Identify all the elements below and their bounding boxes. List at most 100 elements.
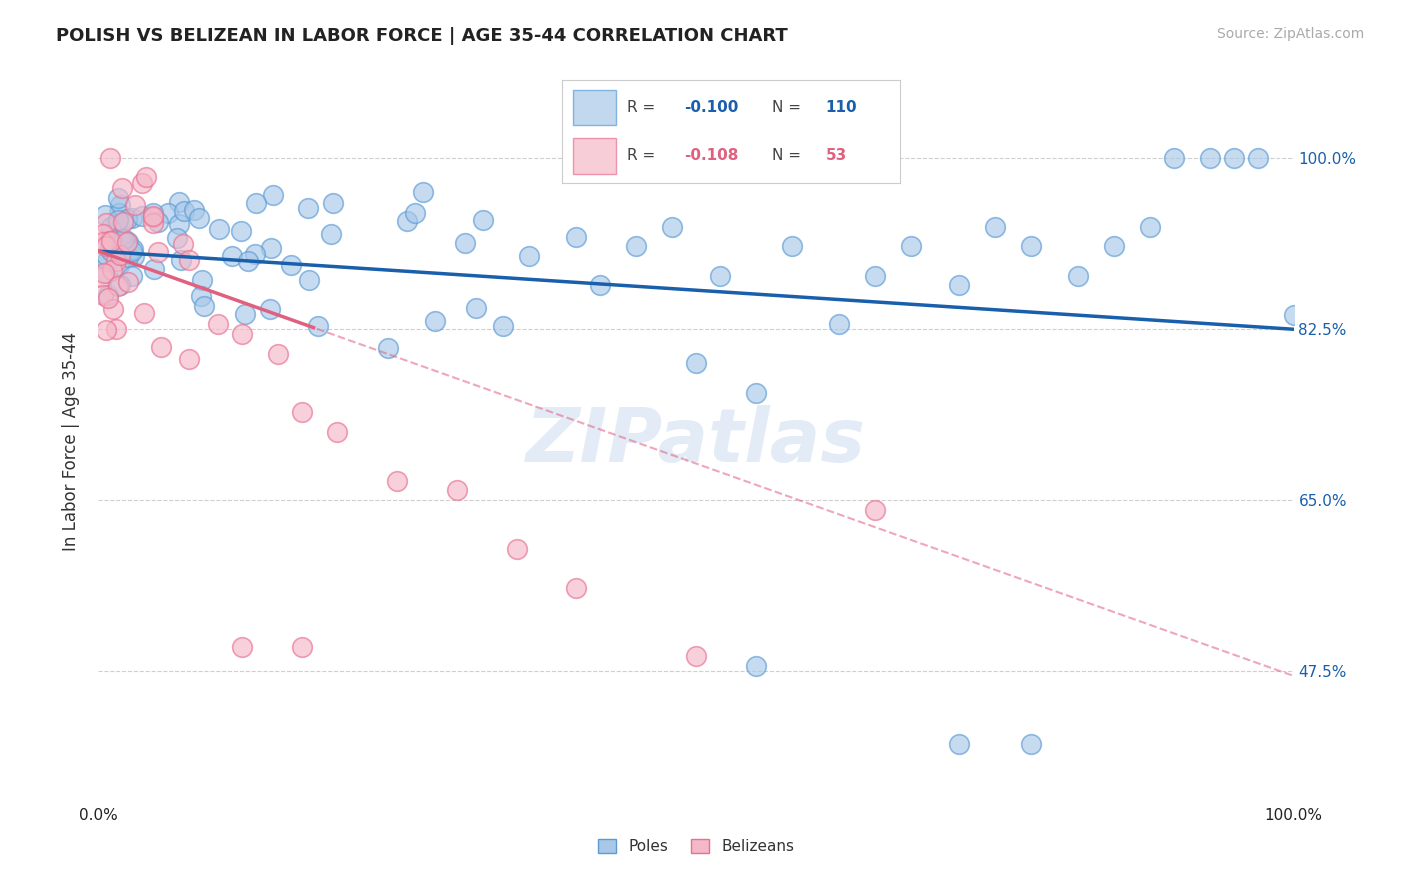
Point bbox=[104, 322, 127, 336]
Point bbox=[492, 318, 515, 333]
Point bbox=[117, 250, 139, 264]
Point bbox=[121, 268, 143, 283]
Text: 110: 110 bbox=[825, 100, 858, 115]
Point bbox=[396, 214, 419, 228]
Point bbox=[110, 198, 132, 212]
Text: POLISH VS BELIZEAN IN LABOR FORCE | AGE 35-44 CORRELATION CHART: POLISH VS BELIZEAN IN LABOR FORCE | AGE … bbox=[56, 27, 787, 45]
Text: ZIPatlas: ZIPatlas bbox=[526, 405, 866, 478]
Point bbox=[110, 232, 132, 246]
Point bbox=[114, 239, 136, 253]
Point bbox=[142, 215, 165, 229]
Point bbox=[321, 227, 343, 242]
Point bbox=[97, 288, 120, 302]
Point bbox=[115, 235, 138, 249]
Point bbox=[146, 245, 169, 260]
Point bbox=[142, 262, 165, 277]
Point bbox=[156, 206, 179, 220]
Text: R =: R = bbox=[627, 100, 659, 115]
Point bbox=[111, 243, 134, 257]
Point bbox=[115, 211, 138, 226]
Point bbox=[93, 266, 115, 280]
Point bbox=[865, 268, 887, 283]
Point bbox=[238, 254, 260, 268]
Point bbox=[1199, 152, 1222, 166]
Point bbox=[709, 268, 731, 283]
Text: Source: ZipAtlas.com: Source: ZipAtlas.com bbox=[1216, 27, 1364, 41]
Point bbox=[1223, 152, 1246, 166]
Point bbox=[828, 318, 851, 332]
Point bbox=[150, 340, 173, 354]
Point bbox=[170, 253, 193, 268]
Point bbox=[115, 236, 138, 251]
Point bbox=[132, 305, 155, 319]
Text: R =: R = bbox=[627, 148, 659, 163]
Point bbox=[107, 213, 129, 227]
Point bbox=[142, 210, 165, 224]
Point bbox=[131, 176, 153, 190]
Y-axis label: In Labor Force | Age 35-44: In Labor Force | Age 35-44 bbox=[62, 332, 80, 551]
Point bbox=[207, 318, 229, 332]
Point bbox=[96, 266, 118, 280]
Point bbox=[661, 219, 683, 234]
Point bbox=[96, 216, 118, 230]
Point bbox=[221, 249, 243, 263]
Point bbox=[245, 196, 267, 211]
Point bbox=[105, 253, 128, 268]
Point bbox=[110, 248, 132, 262]
Point bbox=[94, 323, 117, 337]
Text: 53: 53 bbox=[825, 148, 846, 163]
Point bbox=[1019, 239, 1042, 253]
Point bbox=[326, 425, 349, 439]
Point bbox=[231, 327, 253, 342]
Point bbox=[229, 224, 252, 238]
Point bbox=[565, 229, 588, 244]
Point bbox=[745, 385, 768, 400]
Point bbox=[100, 263, 122, 277]
Point bbox=[121, 242, 143, 256]
Text: -0.100: -0.100 bbox=[683, 100, 738, 115]
Point bbox=[108, 259, 131, 273]
Point bbox=[112, 215, 135, 229]
Point bbox=[167, 217, 190, 231]
Point bbox=[96, 248, 118, 262]
Point bbox=[166, 231, 188, 245]
Point bbox=[100, 234, 122, 248]
Point bbox=[172, 237, 194, 252]
Point bbox=[107, 248, 129, 262]
Point bbox=[122, 249, 145, 263]
Point bbox=[94, 238, 117, 252]
FancyBboxPatch shape bbox=[572, 89, 616, 126]
Point bbox=[107, 191, 129, 205]
Point bbox=[1104, 239, 1126, 253]
Point bbox=[131, 209, 153, 223]
Point bbox=[297, 201, 319, 215]
Point bbox=[117, 235, 139, 250]
Point bbox=[243, 247, 266, 261]
Point bbox=[453, 236, 475, 251]
Point bbox=[91, 235, 114, 249]
Point bbox=[685, 649, 707, 664]
Point bbox=[107, 278, 129, 293]
Point bbox=[104, 218, 127, 232]
Point bbox=[464, 301, 486, 315]
Point bbox=[1163, 152, 1185, 166]
Point bbox=[98, 234, 121, 248]
Point bbox=[900, 239, 922, 253]
Point bbox=[135, 170, 157, 185]
Text: N =: N = bbox=[772, 100, 806, 115]
Legend: Poles, Belizeans: Poles, Belizeans bbox=[592, 833, 800, 860]
Point bbox=[103, 301, 125, 316]
Text: -0.108: -0.108 bbox=[683, 148, 738, 163]
Point bbox=[425, 314, 447, 328]
Point bbox=[307, 318, 329, 333]
Point bbox=[1067, 268, 1090, 283]
Point bbox=[187, 211, 209, 225]
Point bbox=[865, 503, 887, 517]
Point bbox=[191, 272, 214, 286]
Text: N =: N = bbox=[772, 148, 806, 163]
Point bbox=[142, 211, 165, 225]
Point bbox=[260, 241, 283, 255]
Point bbox=[322, 195, 344, 210]
Point bbox=[183, 203, 205, 218]
Point bbox=[108, 278, 131, 293]
